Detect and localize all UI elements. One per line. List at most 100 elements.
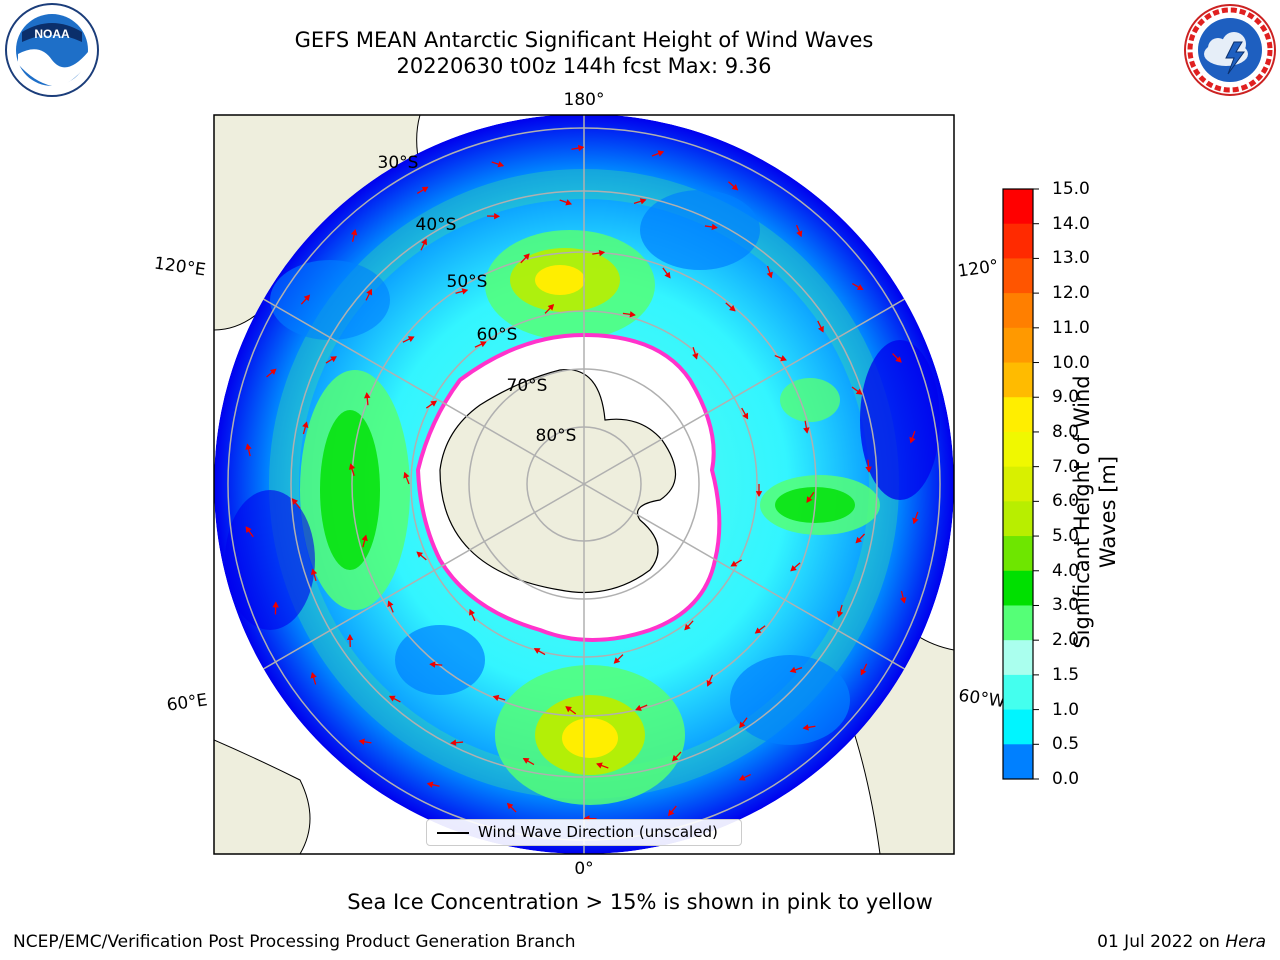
colorbar — [1003, 188, 1039, 780]
wind-wave-arrowhead — [817, 325, 824, 333]
footer-date-text: 01 Jul 2022 on — [1097, 932, 1226, 952]
wind-wave-arrowhead — [310, 671, 317, 679]
wind-wave-arrowhead — [245, 526, 252, 533]
map-area — [214, 115, 954, 854]
colorbar-tick-label: 8.0 — [1052, 421, 1080, 442]
wind-wave-arrowhead — [855, 536, 862, 544]
wind-wave-arrowhead — [865, 466, 872, 473]
colorbar-frame — [1002, 188, 1034, 780]
wind-wave-arrowhead — [348, 463, 356, 470]
colorbar-tick-label: 12.0 — [1052, 283, 1090, 304]
colorbar-bin — [1003, 397, 1033, 433]
colorbar-tick-label: 13.0 — [1052, 248, 1090, 269]
wind-wave-arrowhead — [330, 356, 338, 363]
wind-wave-arrowhead — [806, 496, 813, 503]
chart-subtitle: 20220630 t00z 144h fcst Max: 9.36 — [396, 54, 772, 78]
lat-label-40s: 40°S — [416, 215, 457, 235]
wind-wave-arrowhead — [912, 517, 919, 525]
footer-machine: Hera — [1225, 932, 1266, 952]
wind-wave-arrowhead — [909, 436, 916, 444]
wind-wave-arrowhead — [403, 471, 410, 479]
national-weather-service-logo-icon — [1178, 2, 1280, 102]
wind-wave-arrowhead — [742, 412, 749, 420]
wind-wave-arrowhead — [350, 229, 358, 236]
wind-wave-arrowhead — [310, 568, 318, 576]
wind-wave-arrowhead — [547, 304, 555, 311]
wind-wave-arrowhead — [364, 392, 371, 399]
colorbar-bin — [1003, 327, 1033, 364]
colorbar-tick-label: 11.0 — [1052, 317, 1090, 338]
wind-wave-arrowhead — [506, 802, 514, 810]
wind-wave-arrowhead — [492, 694, 500, 702]
colorbar-bin — [1003, 431, 1033, 468]
wind-wave-arrowhead — [796, 230, 803, 238]
wind-wave-arrowhead — [731, 184, 739, 191]
wind-wave-arrowhead — [450, 739, 457, 746]
map-legend: Wind Wave Direction (unscaled) — [426, 819, 742, 846]
noaa-logo-text: NOAA — [34, 27, 70, 41]
colorbar-label: Significant Height of Wind Waves [m] — [1070, 375, 1120, 649]
footer-branch: NCEP/EMC/Verification Post Processing Pr… — [13, 932, 576, 952]
colorbar-bin — [1003, 258, 1033, 294]
legend-line-icon — [437, 832, 469, 834]
colorbar-tick-label: 6.0 — [1052, 491, 1080, 512]
africa-land — [214, 739, 311, 854]
wind-wave-arrowhead — [291, 498, 299, 505]
colorbar-bin — [1003, 536, 1033, 572]
wind-wave-arrowhead — [789, 666, 797, 673]
lat-label-80s: 80°S — [536, 426, 577, 446]
wind-wave-arrowhead — [272, 601, 279, 608]
wind-wave-arrowhead — [711, 223, 718, 231]
wind-wave-arrowhead — [346, 633, 354, 641]
wind-wave-arrowhead — [533, 648, 541, 654]
wind-wave-arrowhead — [667, 809, 675, 817]
noaa-logo-icon: NOAA — [0, 2, 104, 102]
wind-wave-arrowhead — [429, 661, 436, 668]
wind-wave-arrowhead — [895, 356, 902, 363]
wind-wave-arrowhead — [416, 551, 423, 558]
wind-wave-arrowhead — [407, 336, 415, 343]
wind-wave-arrowhead — [780, 355, 787, 362]
colorbar-tick-label: 4.0 — [1052, 560, 1080, 581]
lon-label-0: 0° — [574, 859, 593, 879]
lat-label-70s: 70°S — [507, 376, 548, 396]
wind-wave-arrowhead — [522, 758, 530, 764]
wind-wave-arrowhead — [836, 610, 844, 618]
colorbar-bin — [1003, 466, 1033, 502]
colorbar-tick-label: 7.0 — [1052, 456, 1080, 477]
colorbar-bin — [1003, 640, 1033, 676]
wind-wave-arrowhead — [245, 443, 252, 450]
wind-wave-arrowhead — [860, 668, 867, 676]
colorbar-tick-label: 0.0 — [1052, 769, 1080, 789]
wind-wave-arrowhead — [596, 762, 603, 769]
wind-wave-arrowhead — [565, 706, 572, 713]
legend-label: Wind Wave Direction (unscaled) — [478, 823, 718, 841]
wind-wave-arrowhead — [664, 271, 671, 279]
colorbar-bin — [1003, 674, 1033, 711]
colorbar-tick-label: 5.0 — [1052, 526, 1080, 547]
colorbar-bin — [1003, 293, 1033, 329]
colorbar-bin — [1003, 709, 1033, 745]
colorbar-tick-label: 0.5 — [1052, 734, 1080, 755]
lat-label-30s: 30°S — [378, 153, 419, 173]
wind-wave-arrowhead — [692, 353, 699, 360]
map-frame — [213, 114, 955, 855]
lon-label-60w: 60°W — [957, 686, 1006, 712]
wind-wave-arrowhead — [469, 608, 475, 616]
sea-ice-note: Sea Ice Concentration > 15% is shown in … — [347, 890, 933, 914]
wind-wave-arrowhead — [598, 249, 606, 257]
colorbar-tick-label: 10.0 — [1052, 352, 1090, 373]
wind-wave-arrowhead — [790, 565, 797, 572]
wind-wave-arrowhead — [755, 491, 763, 498]
wind-wave-arrowhead — [739, 721, 746, 729]
wind-wave-arrowhead — [421, 238, 427, 246]
colorbar-tick-label: 14.0 — [1052, 213, 1090, 234]
colorbar-tick-label: 9.0 — [1052, 387, 1080, 408]
wind-wave-arrowhead — [577, 144, 585, 152]
antarctica-land — [439, 369, 677, 594]
wind-wave-arrowhead — [388, 695, 396, 702]
lon-label-180: 180° — [564, 90, 605, 110]
colorbar-bin — [1003, 362, 1033, 398]
wind-wave-arrowhead — [421, 186, 429, 193]
